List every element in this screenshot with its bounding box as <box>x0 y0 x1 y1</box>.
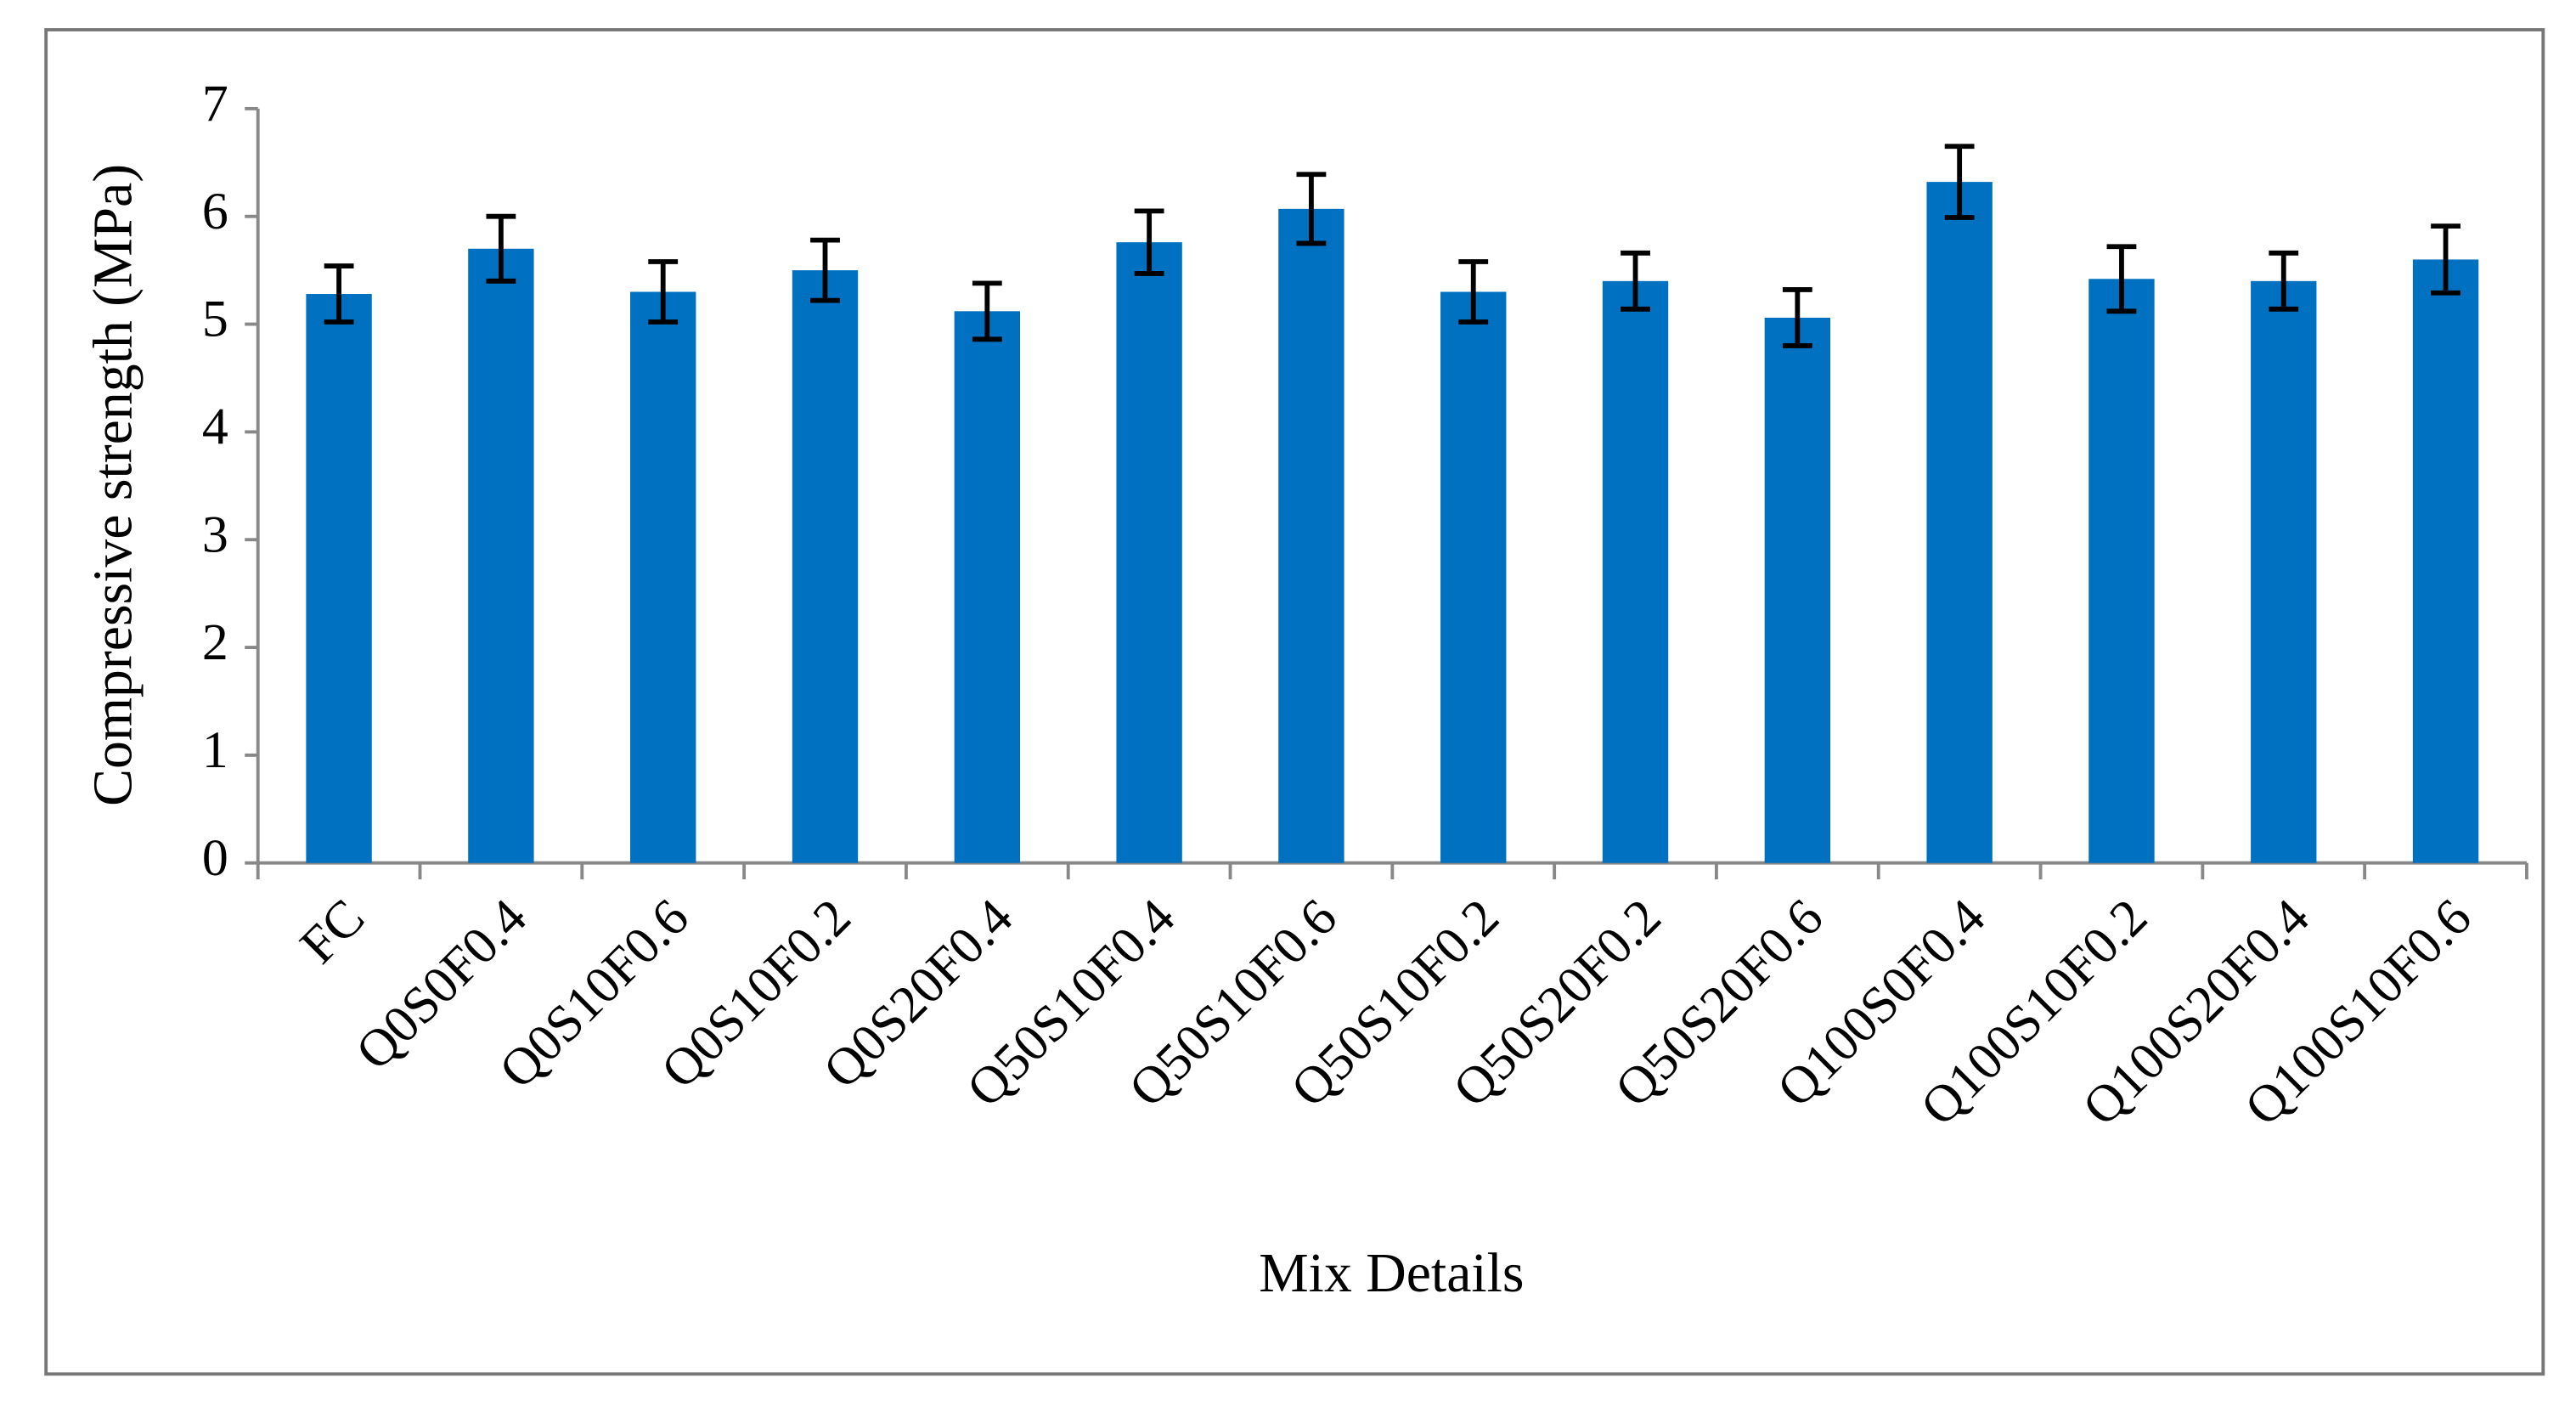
error-bar <box>2106 244 2137 314</box>
error-bar <box>2431 223 2460 296</box>
bar <box>954 311 1021 863</box>
bar <box>1602 280 1669 863</box>
error-bar <box>972 280 1002 342</box>
error-bar <box>1782 287 1812 348</box>
error-bar <box>1296 172 1327 246</box>
error-bar <box>1944 144 1975 220</box>
error-bar <box>1621 250 1650 312</box>
bar <box>1764 317 1831 863</box>
y-tick-label: 6 <box>202 183 228 240</box>
error-bar <box>1458 259 1489 325</box>
y-tick-label: 5 <box>202 291 228 348</box>
bar <box>2251 280 2317 863</box>
bar <box>1926 182 1993 863</box>
y-tick-label: 0 <box>202 829 228 887</box>
error-bar <box>486 213 516 284</box>
bar <box>2412 259 2479 863</box>
bar <box>1278 208 1344 863</box>
error-bar <box>648 259 679 325</box>
bar <box>2088 279 2155 863</box>
bar <box>792 270 859 863</box>
error-bar <box>810 237 840 303</box>
x-axis-label: Mix Details <box>1259 1242 1524 1304</box>
y-tick-label: 7 <box>202 75 228 133</box>
bar <box>1440 291 1507 863</box>
y-tick-label: 2 <box>202 613 228 671</box>
bar <box>1116 242 1182 863</box>
y-tick-label: 1 <box>202 721 228 779</box>
bar <box>306 294 372 863</box>
y-tick-label: 4 <box>202 398 228 456</box>
y-tick-label: 3 <box>202 505 228 563</box>
y-axis-label: Compressive strength (MPa) <box>82 164 144 806</box>
error-bar <box>324 263 354 325</box>
error-bar <box>2269 250 2299 312</box>
bar <box>468 248 534 863</box>
error-bar <box>1134 208 1164 276</box>
bar <box>630 291 696 863</box>
